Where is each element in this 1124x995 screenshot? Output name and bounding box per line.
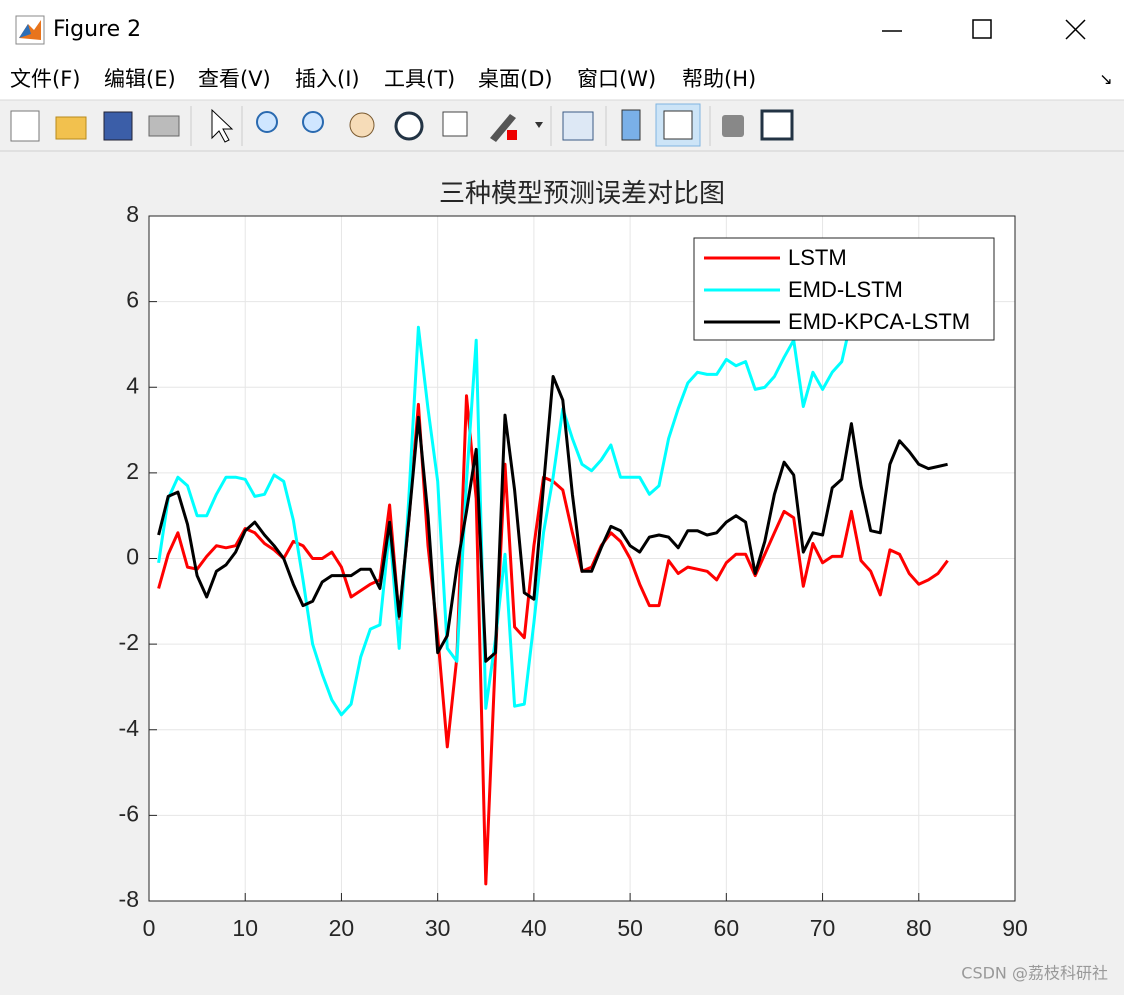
menu-item[interactable]: 文件(F) — [10, 67, 80, 91]
app-icon — [15, 15, 45, 45]
hide-icon[interactable] — [722, 115, 744, 137]
x-tick-label: 70 — [810, 915, 836, 941]
x-tick-label: 10 — [232, 915, 258, 941]
menu-item[interactable]: 插入(I) — [295, 67, 360, 91]
x-tick-label: 60 — [714, 915, 740, 941]
print-icon[interactable] — [148, 115, 180, 137]
menu-item[interactable]: 工具(T) — [384, 67, 455, 91]
y-tick-label: 6 — [126, 287, 139, 313]
pointer-icon[interactable] — [211, 108, 234, 143]
datatip-icon[interactable] — [442, 111, 468, 137]
legend-label: LSTM — [788, 245, 847, 270]
y-tick-label: -4 — [119, 715, 140, 741]
zoom-in-icon[interactable] — [256, 111, 278, 133]
rotate-icon[interactable] — [394, 111, 424, 141]
new-icon[interactable] — [10, 110, 40, 142]
pan-icon[interactable] — [349, 112, 375, 138]
menu-item[interactable]: 帮助(H) — [682, 67, 756, 91]
x-tick-label: 20 — [329, 915, 355, 941]
menu-item[interactable]: 查看(V) — [198, 67, 271, 91]
open-icon[interactable] — [55, 116, 87, 140]
y-tick-label: -8 — [119, 886, 139, 912]
series-line — [157, 318, 853, 717]
y-tick-label: -6 — [119, 800, 139, 826]
link-icon[interactable] — [562, 111, 594, 141]
y-tick-label: 2 — [126, 458, 139, 484]
menu-item[interactable]: 编辑(E) — [104, 67, 176, 91]
zoom-out-icon[interactable] — [302, 111, 324, 133]
toolbar — [0, 99, 1124, 152]
legend-label: EMD-LSTM — [788, 277, 903, 302]
axes-box — [148, 215, 1016, 902]
chart-title: 三种模型预测误差对比图 — [439, 179, 725, 209]
brush-icon[interactable] — [490, 114, 516, 142]
x-tick-label: 40 — [521, 915, 547, 941]
menu-item[interactable]: 窗口(W) — [577, 67, 656, 91]
x-tick-label: 80 — [906, 915, 932, 941]
x-tick-label: 50 — [617, 915, 643, 941]
series-line — [157, 375, 948, 663]
show-icon[interactable] — [760, 109, 794, 141]
y-tick-label: -2 — [119, 629, 139, 655]
y-tick-label: 4 — [126, 372, 139, 398]
x-tick-label: 30 — [425, 915, 451, 941]
menu-bar — [0, 58, 1124, 100]
save-icon[interactable] — [103, 111, 133, 141]
dock-arrow[interactable]: ↘ — [1099, 70, 1112, 89]
y-tick-label: 0 — [126, 544, 139, 570]
x-tick-label: 90 — [1002, 915, 1028, 941]
window-title: Figure 2 — [53, 17, 141, 42]
y-tick-label: 8 — [126, 201, 139, 227]
colorbar-icon[interactable] — [621, 109, 641, 141]
maximize-button[interactable] — [972, 19, 992, 39]
legend-label: EMD-KPCA-LSTM — [788, 309, 970, 334]
x-tick-label: 0 — [143, 915, 156, 941]
watermark: CSDN @荔枝科研社 — [961, 964, 1108, 983]
close-button[interactable] — [1065, 19, 1086, 40]
title-bar — [0, 0, 1124, 58]
menu-item[interactable]: 桌面(D) — [478, 67, 553, 91]
